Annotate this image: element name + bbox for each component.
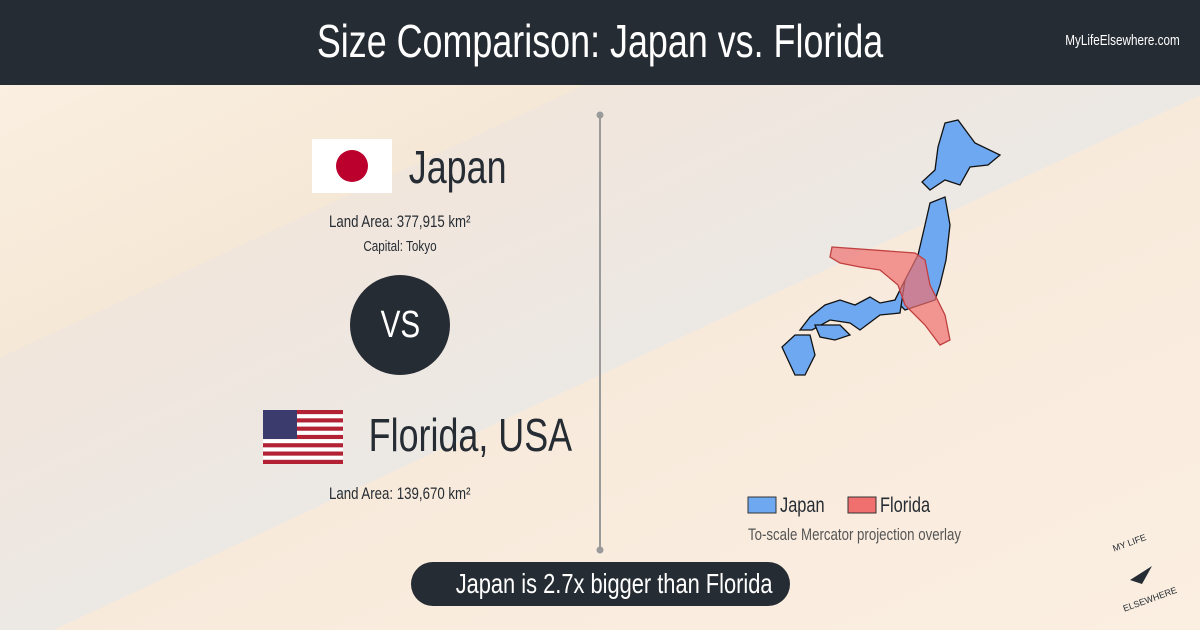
- site-text[interactable]: MyLifeElsewhere.com: [1065, 32, 1180, 49]
- legend-note-text: To-scale Mercator projection overlay: [748, 525, 961, 544]
- value: 139,670 km²: [397, 484, 471, 503]
- japan-shape: [781, 119, 1002, 376]
- legend-note: To-scale Mercator projection overlay: [748, 525, 1021, 545]
- vs-badge: VS: [350, 275, 450, 375]
- label: Land Area:: [329, 484, 394, 503]
- value: Tokyo: [406, 238, 437, 255]
- value: 377,915 km²: [397, 212, 471, 231]
- title-text: Size Comparison: Japan vs. Florida: [316, 15, 884, 67]
- label: Land Area:: [329, 212, 394, 231]
- header: Size Comparison: Japan vs. Florida MyLif…: [0, 0, 1200, 85]
- divider-end: [596, 111, 604, 119]
- logo-bottom: ELSEWHERE: [1122, 585, 1179, 614]
- japan-capital: Capital: Tokyo: [250, 238, 550, 255]
- logo-top: MY LIFE: [1111, 532, 1147, 553]
- divider-end: [596, 546, 604, 554]
- florida-shape: [829, 246, 951, 346]
- florida-name: Florida, USA: [340, 408, 572, 462]
- legend-text: Florida: [880, 494, 931, 517]
- legend-text: Japan: [780, 494, 825, 517]
- legend-swatch-japan: [747, 496, 777, 514]
- florida-area: Land Area: 139,670 km²: [250, 484, 550, 504]
- legend-swatch-florida: [847, 496, 877, 514]
- site-name[interactable]: MyLifeElsewhere.com: [1033, 32, 1180, 49]
- japan-flag-disc: [336, 150, 368, 182]
- japan-name: Japan: [395, 140, 507, 194]
- summary-badge: Japan is 2.7x bigger than Florida: [411, 562, 790, 606]
- legend-item: Florida: [880, 494, 944, 518]
- florida-name-text: Florida, USA: [368, 409, 573, 461]
- label: Capital:: [363, 238, 404, 255]
- japan-name-text: Japan: [408, 141, 507, 193]
- us-flag: [263, 410, 343, 464]
- vs-text: VS: [380, 304, 420, 346]
- summary-text: Japan is 2.7x bigger than Florida: [455, 568, 773, 599]
- legend-item: Japan: [780, 494, 837, 518]
- title: Size Comparison: Japan vs. Florida: [0, 14, 1200, 68]
- japan-area: Land Area: 377,915 km²: [250, 212, 550, 232]
- decor: MY LIFE ELSEWHERE: [263, 111, 1178, 614]
- logo: MY LIFE ELSEWHERE: [1111, 532, 1178, 613]
